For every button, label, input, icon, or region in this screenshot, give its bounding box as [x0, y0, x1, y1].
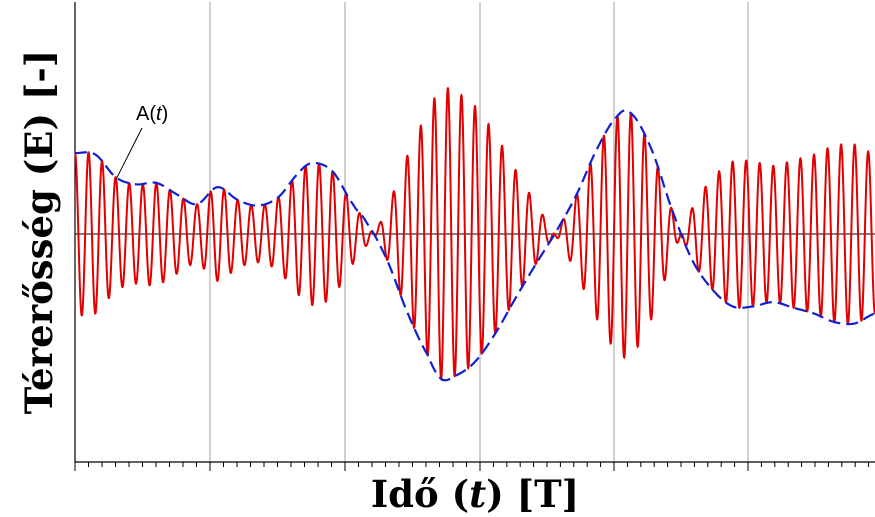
y-axis-title: Térerősség (E) [-] [17, 50, 61, 414]
vertical-gridlines [209, 2, 749, 462]
x-axis [74, 461, 875, 471]
envelope-annotation: A(t) [136, 103, 168, 125]
annotation-leader-line [115, 127, 143, 181]
envelope-line [74, 109, 875, 382]
x-axis-title: Idő (t) [T] [371, 472, 579, 516]
carrier-wave-line [74, 87, 875, 382]
